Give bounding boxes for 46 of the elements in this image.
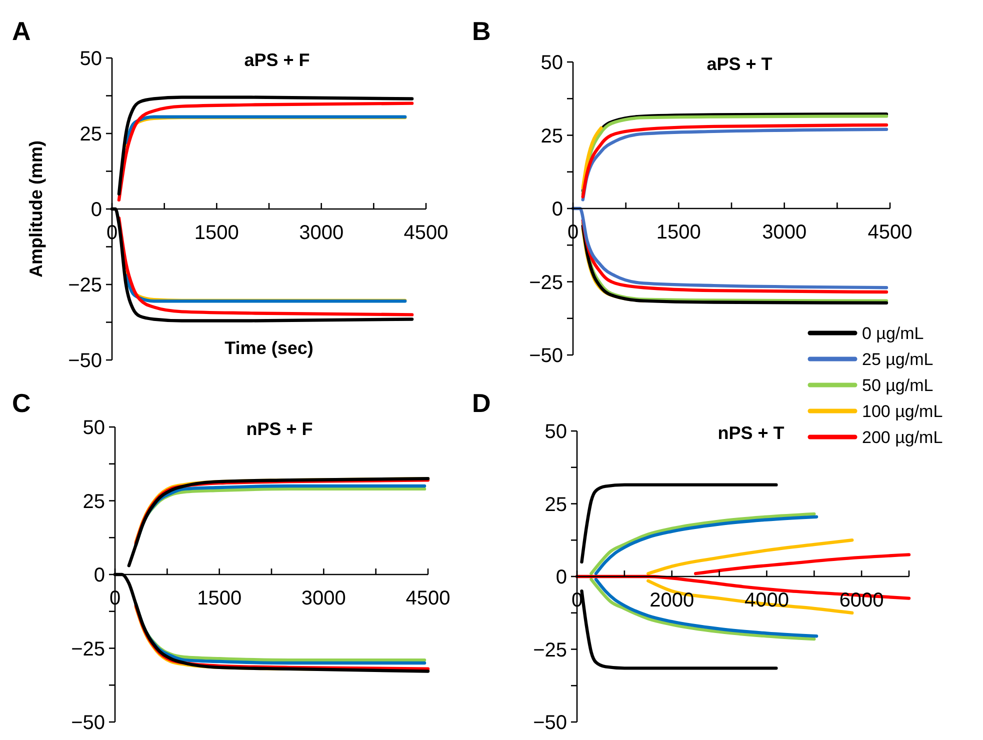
y-tick-label: −50 [71, 712, 105, 734]
legend-label: 50 µg/mL [862, 376, 934, 395]
y-tick-label: 0 [552, 198, 563, 220]
y-tick-label: −50 [529, 345, 563, 367]
y-tick-label: 0 [94, 564, 105, 586]
y-tick-label: −25 [529, 272, 563, 294]
x-axis-title: Time (sec) [224, 338, 314, 358]
x-tick-label: 1500 [656, 222, 701, 244]
x-tick-label: 6000 [839, 590, 884, 612]
x-tick-label: 3000 [301, 588, 346, 610]
y-tick-label: 0 [556, 566, 567, 588]
y-tick-label: 25 [544, 494, 567, 516]
y-tick-label: −25 [68, 274, 102, 296]
x-tick-label: 4500 [406, 588, 450, 610]
text: B [472, 16, 491, 46]
y-tick-label: −25 [533, 639, 567, 662]
x-tick-label: 1500 [194, 222, 239, 244]
y-tick-label: −50 [533, 712, 567, 734]
chart-title: nPS + F [246, 419, 313, 439]
legend-label: 0 µg/mL [862, 324, 924, 343]
legend-label: 25 µg/mL [862, 350, 934, 369]
y-tick-label: 25 [82, 490, 105, 513]
y-tick-label: 50 [82, 417, 105, 439]
chart-title: aPS + F [244, 50, 310, 70]
y-tick-label: −50 [68, 350, 102, 372]
text: C [12, 388, 31, 418]
legend-label: 100 µg/mL [862, 402, 943, 421]
y-tick-label: −25 [71, 638, 105, 660]
y-tick-label: 50 [80, 48, 102, 70]
x-tick-label: 1500 [197, 588, 242, 610]
x-tick-label: 4500 [868, 222, 912, 244]
text: D [472, 388, 491, 418]
y-axis-title: Amplitude (mm) [26, 140, 46, 278]
y-tick-label: 25 [540, 125, 563, 148]
chart-title: nPS + T [718, 423, 784, 443]
y-tick-label: 50 [540, 52, 563, 74]
x-tick-label: 3000 [762, 222, 807, 244]
x-tick-label: 3000 [299, 222, 344, 244]
y-tick-label: 25 [80, 124, 102, 146]
text: A [12, 16, 31, 46]
y-tick-label: 0 [90, 199, 102, 221]
x-tick-label: 4500 [404, 222, 448, 244]
chart-title: aPS + T [706, 54, 772, 74]
y-tick-label: 50 [544, 421, 567, 443]
legend-label: 200 µg/mL [862, 428, 943, 447]
x-tick-label: 2000 [650, 590, 694, 612]
